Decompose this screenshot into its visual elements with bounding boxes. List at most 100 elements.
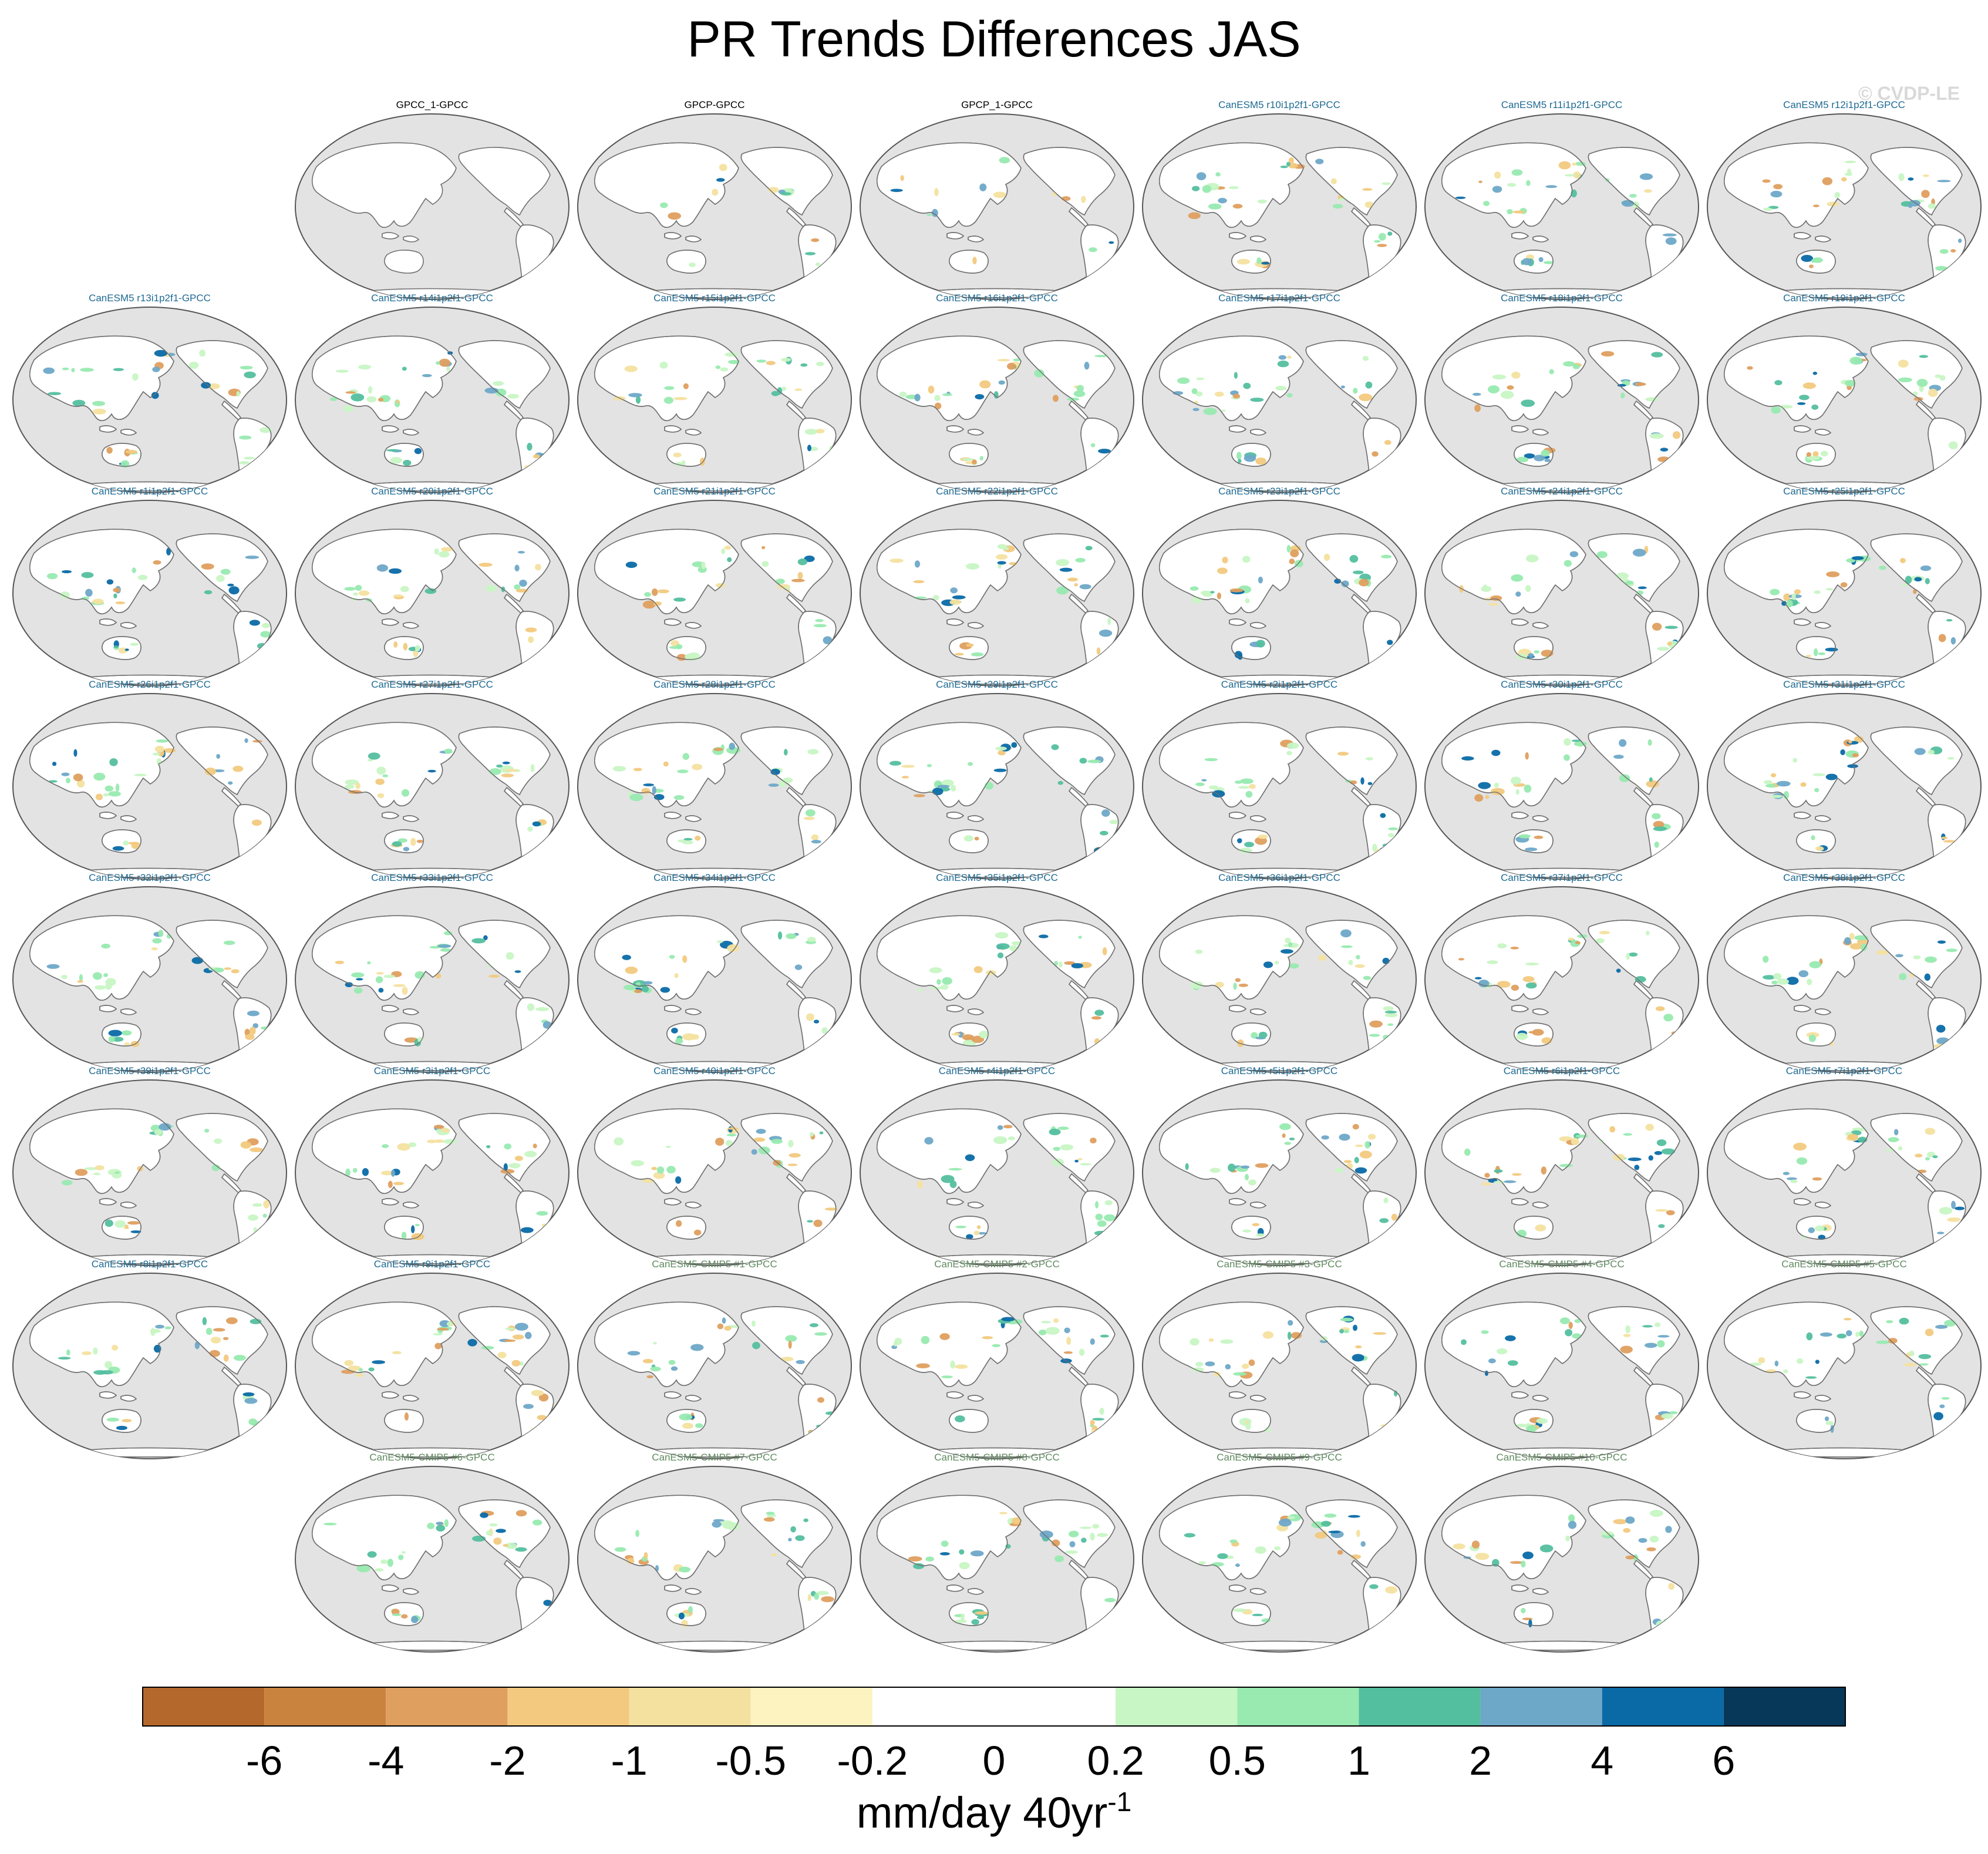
map-panel: CanESM5 r30i1p2f1-GPCC [1424,679,1699,880]
map-land [29,722,272,878]
map-panel: CanESM5-CMIP5 #9-GPCC [1142,1452,1417,1653]
map-land [594,142,837,298]
map-land [1724,722,1966,878]
panel-title: CanESM5 r14i1p2f1-GPCC [371,292,493,304]
map-panel: CanESM5 r8i1p2f1-GPCC [12,1259,287,1459]
colorbar-tick-label: 0.2 [1087,1738,1144,1784]
map-panel: CanESM5-CMIP5 #1-GPCC [577,1259,852,1459]
map-panel: CanESM5-CMIP5 #5-GPCC [1707,1259,1982,1459]
map-land [1441,142,1684,298]
map-land [1159,1495,1401,1651]
map-panel: CanESM5 r27i1p2f1-GPCC [295,679,570,880]
map-panel: GPCP-GPCC [577,99,852,300]
panel-title: CanESM5 r17i1p2f1-GPCC [1218,292,1340,304]
panel-title: CanESM5 r21i1p2f1-GPCC [653,486,776,497]
panel-title: CanESM5 r30i1p2f1-GPCC [1501,679,1623,690]
panel-title: CanESM5 r31i1p2f1-GPCC [1783,679,1905,690]
panel-title: CanESM5 r27i1p2f1-GPCC [371,679,493,690]
map-panel: CanESM5 r38i1p2f1-GPCC [1707,872,1982,1073]
map-panel: CanESM5 r7i1p2f1-GPCC [1707,1065,1982,1266]
map-panel: CanESM5-CMIP5 #4-GPCC [1424,1259,1699,1459]
panel-title: CanESM5 r7i1p2f1-GPCC [1786,1065,1902,1076]
panel-title: CanESM5 r26i1p2f1-GPCC [89,679,211,690]
map-panel: CanESM5 r24i1p2f1-GPCC [1424,486,1699,687]
colorbar: -6 -4 -2 -1 -0.5 -0.2 0 0.2 0.5 1 2 4 6 [142,1687,1846,1784]
colorbar-swatch [994,1687,1116,1726]
panel-title: CanESM5 r2i1p2f1-GPCC [1221,679,1337,690]
map-land [1441,1108,1684,1264]
colorbar-tick-label: -0.2 [837,1738,908,1784]
map-panel: CanESM5 r15i1p2f1-GPCC [577,292,852,493]
map-land [29,529,272,685]
panel-title: CanESM5-CMIP5 #9-GPCC [1217,1452,1342,1463]
map-panel: GPCP_1-GPCC [860,99,1134,300]
map-panel: CanESM5 r19i1p2f1-GPCC [1707,292,1982,493]
panel-title: CanESM5 r35i1p2f1-GPCC [936,872,1058,883]
map-panel: CanESM5 r18i1p2f1-GPCC [1424,292,1699,493]
colorbar-tick-label: 2 [1469,1738,1492,1784]
panel-title: CanESM5 r40i1p2f1-GPCC [653,1065,776,1076]
panel-title: GPCP-GPCC [685,99,745,110]
map-land [1724,142,1966,298]
map-panel: CanESM5 r40i1p2f1-GPCC [577,1065,852,1266]
map-panel-grid: GPCC_1-GPCC GPCP-GPCC GPCP_1-GPCC CanESM5 r… [12,99,1982,1653]
colorbar-tick-label: 4 [1591,1738,1613,1784]
map-panel: CanESM5 r25i1p2f1-GPCC [1707,486,1982,687]
colorbar-swatch [264,1687,386,1726]
map-land [1724,1108,1966,1264]
map-land [29,915,272,1071]
map-panel: CanESM5 r33i1p2f1-GPCC [295,872,570,1073]
panel-title: CanESM5 r22i1p2f1-GPCC [936,486,1058,497]
map-panel: CanESM5 r26i1p2f1-GPCC [12,679,287,880]
map-panel: CanESM5-CMIP5 #10-GPCC [1424,1452,1699,1653]
colorbar-tick-label: -4 [368,1738,404,1784]
colorbar-swatch [1116,1687,1238,1726]
map-panel: CanESM5 r6i1p2f1-GPCC [1424,1065,1699,1266]
map-panel: CanESM5-CMIP5 #7-GPCC [577,1452,852,1653]
map-land [312,1495,554,1651]
map-land [1441,1301,1684,1458]
map-panel: CanESM5 r16i1p2f1-GPCC [860,292,1134,493]
colorbar-tick-label: 0 [983,1738,1006,1784]
map-panel: CanESM5 r5i1p2f1-GPCC [1142,1065,1417,1266]
panel-title: CanESM5 r13i1p2f1-GPCC [89,292,211,304]
panel-title: CanESM5 r19i1p2f1-GPCC [1783,292,1905,304]
panel-title: CanESM5 r32i1p2f1-GPCC [89,872,211,883]
colorbar-swatch [750,1687,872,1726]
map-land [877,722,1119,878]
map-panel: CanESM5 r31i1p2f1-GPCC [1707,679,1982,880]
panel-title: CanESM5 r38i1p2f1-GPCC [1783,872,1905,883]
map-panel: CanESM5 r39i1p2f1-GPCC [12,1065,287,1266]
panel-title: CanESM5 r25i1p2f1-GPCC [1783,486,1905,497]
panel-title: CanESM5 r16i1p2f1-GPCC [936,292,1058,304]
map-land [594,1495,837,1651]
map-land [312,915,554,1071]
map-land [877,335,1119,492]
panel-title: CanESM5-CMIP5 #4-GPCC [1499,1259,1625,1270]
map-panel: CanESM5 r32i1p2f1-GPCC [12,872,287,1073]
colorbar-units-label: mm/day 40yr-1 [857,1786,1132,1837]
map-panel: CanESM5 r35i1p2f1-GPCC [860,872,1134,1073]
map-land [1159,915,1401,1071]
panel-title: GPCC_1-GPCC [396,99,469,110]
panel-title: CanESM5 r10i1p2f1-GPCC [1218,99,1340,110]
map-land [312,1301,554,1458]
colorbar-swatch [1480,1687,1602,1726]
map-panel: CanESM5-CMIP5 #3-GPCC [1142,1259,1417,1459]
map-land [1159,142,1401,298]
colorbar-tick-label: -1 [611,1738,647,1784]
map-panel: CanESM5-CMIP5 #2-GPCC [860,1259,1134,1459]
panel-title: CanESM5-CMIP5 #10-GPCC [1497,1452,1628,1463]
map-panel: CanESM5 r29i1p2f1-GPCC [860,679,1134,880]
map-panel: CanESM5 r23i1p2f1-GPCC [1142,486,1417,687]
map-land [877,1301,1119,1458]
colorbar-swatch [1602,1687,1724,1726]
map-land [1441,915,1684,1071]
map-panel: CanESM5 r13i1p2f1-GPCC [12,292,287,493]
panel-title: CanESM5 r34i1p2f1-GPCC [653,872,776,883]
panel-title: CanESM5 r5i1p2f1-GPCC [1221,1065,1337,1076]
colorbar-tick-label: 1 [1347,1738,1370,1784]
map-land [1724,529,1966,685]
map-land [29,335,272,492]
